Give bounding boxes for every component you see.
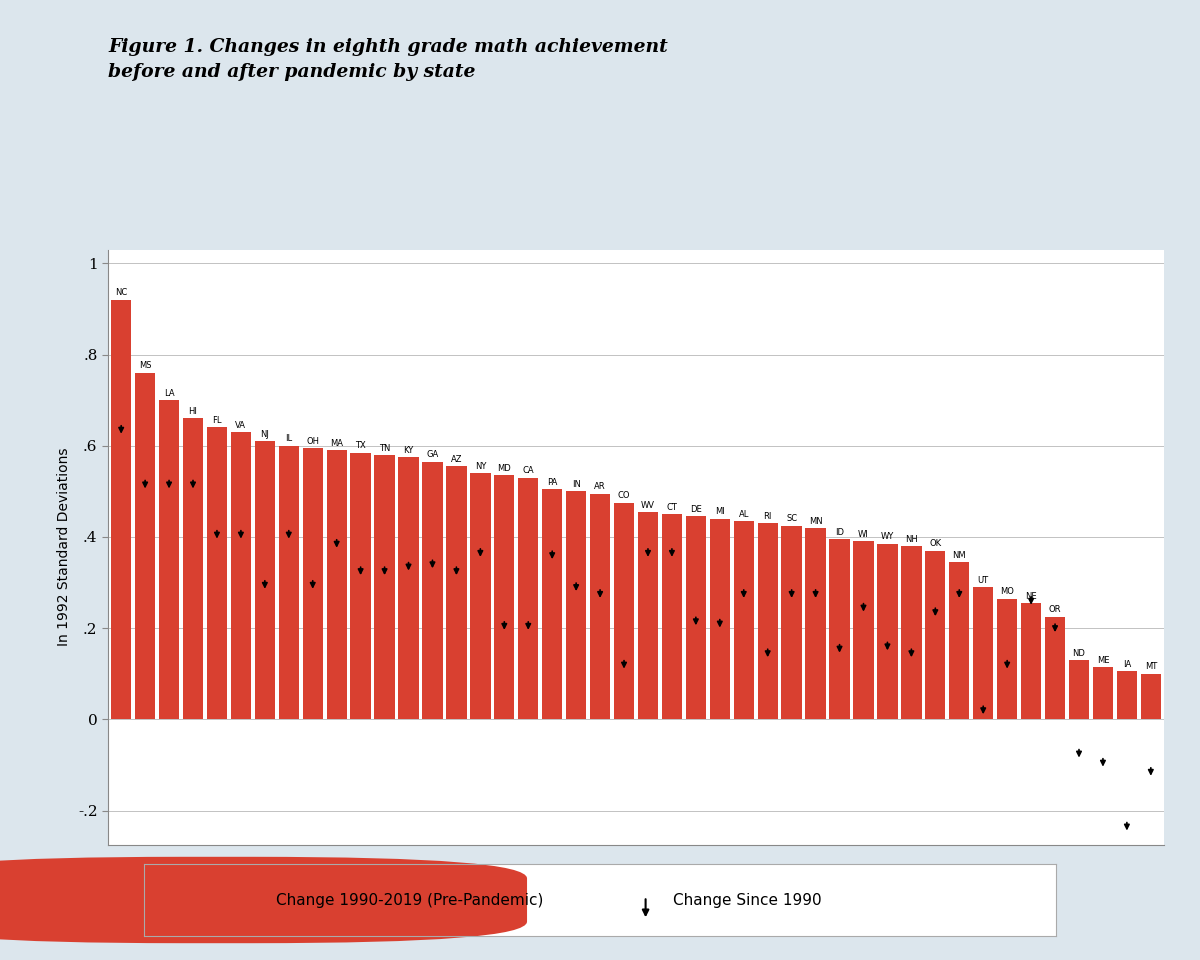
Text: GA: GA bbox=[426, 450, 438, 460]
Bar bbox=[278, 445, 299, 719]
Bar bbox=[518, 478, 539, 719]
Text: OK: OK bbox=[929, 540, 941, 548]
FancyBboxPatch shape bbox=[0, 856, 527, 943]
Bar bbox=[398, 457, 419, 719]
Text: TN: TN bbox=[379, 444, 390, 452]
Bar bbox=[661, 515, 682, 719]
Text: KY: KY bbox=[403, 445, 414, 455]
Y-axis label: In 1992 Standard Deviations: In 1992 Standard Deviations bbox=[58, 448, 71, 646]
Text: DE: DE bbox=[690, 505, 702, 515]
Text: NH: NH bbox=[905, 535, 918, 543]
Bar bbox=[805, 528, 826, 719]
Text: IN: IN bbox=[571, 480, 581, 489]
Text: MD: MD bbox=[498, 464, 511, 473]
Text: MA: MA bbox=[330, 439, 343, 448]
Text: UT: UT bbox=[978, 576, 989, 585]
Text: HI: HI bbox=[188, 407, 198, 416]
Text: WV: WV bbox=[641, 500, 655, 510]
Bar bbox=[110, 300, 131, 719]
Bar bbox=[1117, 671, 1138, 719]
Text: AL: AL bbox=[738, 510, 749, 518]
Bar bbox=[470, 473, 491, 719]
Bar bbox=[350, 452, 371, 719]
Bar bbox=[709, 518, 730, 719]
Bar bbox=[781, 525, 802, 719]
Bar bbox=[901, 546, 922, 719]
Bar bbox=[997, 598, 1018, 719]
Text: MN: MN bbox=[809, 516, 822, 525]
Bar bbox=[733, 521, 754, 719]
Text: MT: MT bbox=[1145, 662, 1157, 671]
Text: NY: NY bbox=[475, 462, 486, 470]
Text: Change 1990-2019 (Pre-Pandemic): Change 1990-2019 (Pre-Pandemic) bbox=[276, 893, 544, 907]
Text: IL: IL bbox=[286, 435, 293, 444]
Bar bbox=[757, 523, 778, 719]
Bar bbox=[853, 541, 874, 719]
Text: FL: FL bbox=[212, 417, 222, 425]
Text: CT: CT bbox=[666, 503, 677, 512]
Text: TX: TX bbox=[355, 442, 366, 450]
Text: AZ: AZ bbox=[451, 455, 462, 464]
Text: OR: OR bbox=[1049, 606, 1061, 614]
Text: IA: IA bbox=[1123, 660, 1132, 669]
Bar bbox=[446, 467, 467, 719]
Text: ND: ND bbox=[1073, 649, 1086, 658]
Bar bbox=[685, 516, 706, 719]
Text: Figure 1. Changes in eighth grade math achievement
before and after pandemic by : Figure 1. Changes in eighth grade math a… bbox=[108, 38, 667, 82]
Bar bbox=[206, 427, 227, 719]
Text: PA: PA bbox=[547, 478, 557, 487]
Bar bbox=[254, 442, 275, 719]
Bar bbox=[1021, 603, 1042, 719]
Text: OH: OH bbox=[306, 437, 319, 445]
Text: MI: MI bbox=[715, 508, 725, 516]
Bar bbox=[1069, 660, 1090, 719]
Text: WY: WY bbox=[881, 533, 894, 541]
Text: RI: RI bbox=[763, 512, 772, 521]
Bar bbox=[1093, 667, 1114, 719]
Text: Change Since 1990: Change Since 1990 bbox=[673, 893, 822, 907]
Bar bbox=[302, 448, 323, 719]
Bar bbox=[326, 450, 347, 719]
Text: CO: CO bbox=[618, 492, 630, 500]
Text: LA: LA bbox=[163, 389, 174, 397]
Text: SC: SC bbox=[786, 515, 797, 523]
Bar bbox=[637, 512, 658, 719]
Bar bbox=[877, 543, 898, 719]
Bar bbox=[158, 400, 179, 719]
Text: CA: CA bbox=[522, 467, 534, 475]
Bar bbox=[494, 475, 515, 719]
Text: WI: WI bbox=[858, 530, 869, 540]
Bar bbox=[1141, 674, 1162, 719]
Bar bbox=[542, 489, 563, 719]
Bar bbox=[182, 419, 203, 719]
Text: ID: ID bbox=[835, 528, 844, 537]
Text: ME: ME bbox=[1097, 656, 1109, 664]
Text: NC: NC bbox=[115, 289, 127, 298]
Bar bbox=[1045, 616, 1066, 719]
Text: VA: VA bbox=[235, 420, 246, 430]
Bar bbox=[973, 588, 994, 719]
Bar bbox=[614, 503, 635, 719]
Bar bbox=[566, 492, 587, 719]
Text: NE: NE bbox=[1025, 591, 1037, 601]
Text: MS: MS bbox=[139, 362, 151, 371]
Text: AR: AR bbox=[594, 482, 606, 492]
Text: NJ: NJ bbox=[260, 430, 269, 439]
Bar bbox=[230, 432, 251, 719]
Bar bbox=[925, 551, 946, 719]
Bar bbox=[829, 540, 850, 719]
Text: NM: NM bbox=[953, 551, 966, 560]
Bar bbox=[422, 462, 443, 719]
Text: MO: MO bbox=[1001, 588, 1014, 596]
Bar bbox=[590, 493, 611, 719]
Bar bbox=[134, 372, 155, 719]
Bar bbox=[374, 455, 395, 719]
Bar bbox=[949, 562, 970, 719]
